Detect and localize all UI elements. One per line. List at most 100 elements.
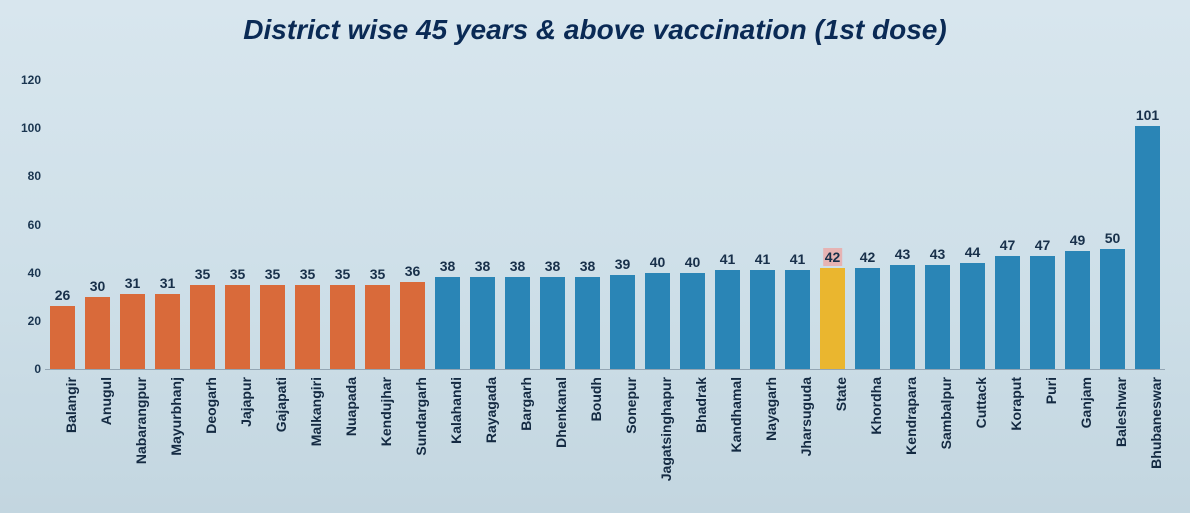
x-axis-label: Rayagada [483, 377, 499, 443]
x-axis-label: Koraput [1008, 377, 1024, 431]
bar-value-label: 35 [228, 265, 248, 283]
bar: 35 [225, 285, 250, 369]
bar-value-label: 44 [963, 243, 983, 261]
bar-chart: 020406080100120 263031313535353535353638… [45, 80, 1165, 370]
bar: 35 [295, 285, 320, 369]
bar: 35 [190, 285, 215, 369]
x-label-slot: Ganjam [1060, 373, 1095, 503]
x-label-slot: Kandhamal [710, 373, 745, 503]
bar-value-label: 31 [158, 274, 178, 292]
x-axis-label: Baleshwar [1113, 377, 1129, 447]
bar: 35 [365, 285, 390, 369]
chart-bars: 2630313135353535353536383838383839404041… [45, 80, 1165, 369]
bar-value-label: 40 [648, 253, 668, 271]
x-axis-label: Sundargarh [413, 377, 429, 456]
x-label-slot: Kalahandi [430, 373, 465, 503]
x-label-slot: Bhubaneswar [1130, 373, 1165, 503]
x-axis-label: Nuapada [343, 377, 359, 436]
bar-slot: 43 [920, 80, 955, 369]
bar-slot: 31 [150, 80, 185, 369]
bar-value-label: 50 [1103, 229, 1123, 247]
bar-value-label: 38 [473, 257, 493, 275]
bar: 43 [890, 265, 915, 369]
bar-slot: 40 [675, 80, 710, 369]
x-axis-label: Jharsuguda [798, 377, 814, 456]
bar-slot: 47 [990, 80, 1025, 369]
x-axis-label: Khordha [868, 377, 884, 435]
x-axis-label: Bhubaneswar [1148, 377, 1164, 469]
bar-value-label: 35 [368, 265, 388, 283]
bar: 44 [960, 263, 985, 369]
bar: 42 [820, 268, 845, 369]
bar-slot: 35 [220, 80, 255, 369]
bar-slot: 44 [955, 80, 990, 369]
bar: 41 [715, 270, 740, 369]
x-axis-label: Balangir [63, 377, 79, 433]
y-axis: 020406080100120 [5, 80, 45, 369]
x-label-slot: Nuapada [325, 373, 360, 503]
bar-slot: 35 [325, 80, 360, 369]
x-axis-label: Sambalpur [938, 377, 954, 449]
bar-slot: 49 [1060, 80, 1095, 369]
bar-value-label: 35 [333, 265, 353, 283]
bar: 42 [855, 268, 880, 369]
bar-value-label: 38 [578, 257, 598, 275]
bar-value-label: 42 [823, 248, 843, 266]
x-label-slot: Anugul [80, 373, 115, 503]
bar-slot: 41 [710, 80, 745, 369]
bar: 30 [85, 297, 110, 369]
bar: 49 [1065, 251, 1090, 369]
x-axis-label: Dhenkanal [553, 377, 569, 448]
bar-value-label: 42 [858, 248, 878, 266]
bar-slot: 38 [570, 80, 605, 369]
x-label-slot: Dhenkanal [535, 373, 570, 503]
x-axis-label: Gajapati [273, 377, 289, 432]
bar: 40 [680, 273, 705, 369]
x-axis-label: Jajapur [238, 377, 254, 427]
x-axis-label: Nabarangpur [133, 377, 149, 464]
y-tick-label: 0 [34, 362, 41, 376]
x-label-slot: Rayagada [465, 373, 500, 503]
bar: 43 [925, 265, 950, 369]
bar: 26 [50, 306, 75, 369]
bar: 47 [995, 256, 1020, 369]
x-label-slot: Puri [1025, 373, 1060, 503]
bar-value-label: 26 [53, 286, 73, 304]
x-axis-labels: BalangirAnugulNabarangpurMayurbhanjDeoga… [45, 373, 1165, 503]
bar-slot: 41 [745, 80, 780, 369]
bar-value-label: 41 [753, 250, 773, 268]
bar-value-label: 31 [123, 274, 143, 292]
x-axis-label: Jagatsinghapur [658, 377, 674, 481]
bar-value-label: 35 [193, 265, 213, 283]
x-label-slot: Gajapati [255, 373, 290, 503]
bar-value-label: 39 [613, 255, 633, 273]
x-label-slot: Balangir [45, 373, 80, 503]
y-tick-label: 100 [21, 121, 41, 135]
bar-slot: 38 [535, 80, 570, 369]
bar: 41 [750, 270, 775, 369]
bar-slot: 101 [1130, 80, 1165, 369]
y-tick-label: 120 [21, 73, 41, 87]
bar: 38 [435, 277, 460, 369]
x-label-slot: State [815, 373, 850, 503]
chart-title: District wise 45 years & above vaccinati… [0, 14, 1190, 46]
bar-slot: 36 [395, 80, 430, 369]
y-tick-label: 20 [28, 314, 41, 328]
x-label-slot: Malkangiri [290, 373, 325, 503]
bar-value-label: 38 [438, 257, 458, 275]
x-label-slot: Mayurbhanj [150, 373, 185, 503]
bar-slot: 40 [640, 80, 675, 369]
bar-value-label: 35 [298, 265, 318, 283]
bar: 31 [120, 294, 145, 369]
x-label-slot: Nayagarh [745, 373, 780, 503]
bar-value-label: 30 [88, 277, 108, 295]
bar-slot: 41 [780, 80, 815, 369]
bar: 38 [575, 277, 600, 369]
x-axis-label: Nayagarh [763, 377, 779, 441]
bar: 39 [610, 275, 635, 369]
x-axis-label: Kendrapara [903, 377, 919, 455]
bar: 101 [1135, 126, 1160, 369]
bar-slot: 38 [465, 80, 500, 369]
x-label-slot: Nabarangpur [115, 373, 150, 503]
x-label-slot: Koraput [990, 373, 1025, 503]
